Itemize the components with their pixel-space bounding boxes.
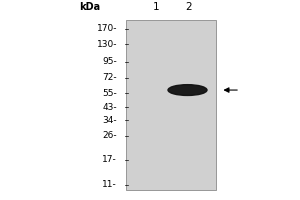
Text: 130-: 130- [97,40,117,49]
Text: 17-: 17- [102,155,117,164]
Ellipse shape [168,85,207,95]
Text: 1: 1 [153,2,159,12]
Text: 43-: 43- [102,103,117,112]
Text: 72-: 72- [102,73,117,82]
Text: 11-: 11- [102,180,117,189]
Text: 34-: 34- [102,116,117,125]
Text: 55-: 55- [102,89,117,98]
Text: 170-: 170- [97,24,117,33]
Text: 95-: 95- [102,57,117,66]
Text: 2: 2 [186,2,192,12]
Bar [126,20,216,190]
Text: kDa: kDa [80,2,100,12]
Text: 26-: 26- [102,131,117,140]
